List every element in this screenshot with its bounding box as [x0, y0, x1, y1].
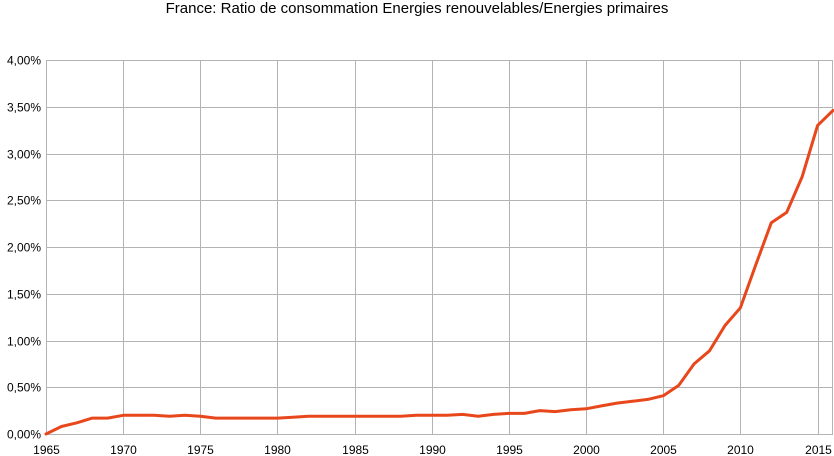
x-tick-label: 2005: [650, 443, 677, 456]
y-tick-label: 4,00%: [7, 54, 41, 68]
x-tick-label: 2000: [573, 443, 600, 456]
x-tick-label: 1995: [496, 443, 523, 456]
x-tick-label: 1970: [110, 443, 137, 456]
series: [44, 109, 834, 436]
series-line: [44, 109, 834, 436]
x-tick-label: 1990: [419, 443, 446, 456]
x-axis-ticks: 1965 1970 1975 1980 1985 1990 1995 2000 2005 2010…: [33, 443, 832, 456]
chart-title: France: Ratio de consommation Energies r…: [165, 0, 669, 17]
y-tick-label: 0,50%: [7, 381, 41, 395]
x-tick-label: 1965: [33, 443, 60, 456]
x-tick-label: 1975: [187, 443, 214, 456]
grid: [46, 60, 833, 435]
y-tick-label: 2,00%: [7, 241, 41, 255]
x-tick-label: 2010: [727, 443, 754, 456]
y-tick-label: 1,50%: [7, 288, 41, 302]
y-tick-label: 0,00%: [7, 428, 41, 442]
y-tick-label: 1,00%: [7, 335, 41, 349]
x-tick-label: 1985: [342, 443, 369, 456]
y-tick-label: 3,50%: [7, 101, 41, 115]
y-tick-label: 3,00%: [7, 148, 41, 162]
x-tick-label: 2015: [805, 443, 832, 456]
x-tick-label: 1980: [264, 443, 291, 456]
y-tick-label: 2,50%: [7, 194, 41, 208]
y-axis-ticks: 0,00% 0,50% 1,00% 1,50% 2,00% 2,50% 3,00% 3,50%…: [7, 54, 41, 442]
